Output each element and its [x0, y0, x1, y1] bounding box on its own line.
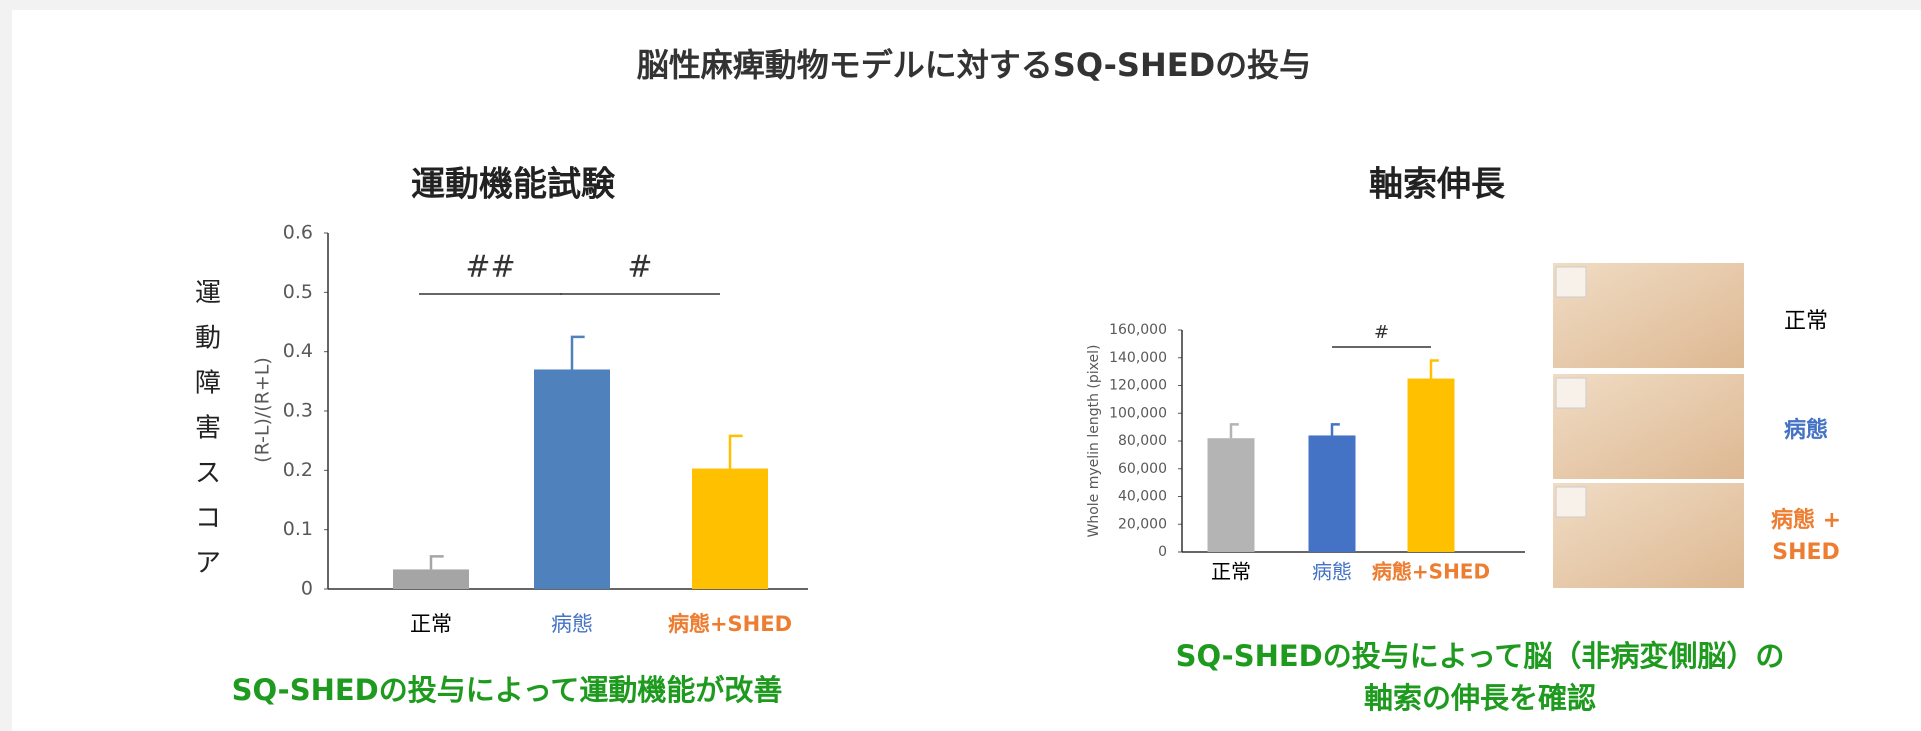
- error-bar: [1330, 423, 1340, 436]
- y-tick-label: 0.2: [283, 459, 313, 481]
- error-bar: [570, 335, 585, 370]
- y-axis-label: Whole myelin length (pixel): [1086, 344, 1102, 537]
- bar: [1308, 435, 1356, 552]
- significance-mark: #: [627, 250, 652, 285]
- error-bar: [429, 555, 444, 570]
- y-tick-label: 0.5: [283, 281, 313, 303]
- bar: [692, 468, 768, 589]
- image-label: SHED: [1772, 540, 1840, 565]
- y-tick-label: 0.4: [283, 340, 313, 362]
- side-label-char: ア: [195, 549, 221, 579]
- side-label-char: コ: [195, 504, 221, 534]
- thumbnail: [1555, 486, 1587, 518]
- y-axis-label: (R-L)/(R+L): [252, 357, 274, 463]
- y-tick-label: 0.6: [283, 222, 313, 244]
- significance-mark: ##: [465, 250, 515, 285]
- bar: [393, 569, 469, 589]
- y-tick-label: 120,000: [1109, 378, 1167, 394]
- y-tick-label: 80,000: [1118, 433, 1167, 449]
- error-bar: [728, 434, 743, 469]
- x-tick-label: 正常: [410, 612, 452, 636]
- caption: SQ-SHEDの投与によって脳（非病変側脳）の: [1176, 639, 1785, 673]
- bar: [534, 369, 610, 589]
- x-tick-label: 病態: [1312, 560, 1352, 584]
- y-tick-label: 0: [301, 578, 313, 600]
- thumbnail: [1555, 377, 1587, 409]
- y-tick-label: 20,000: [1118, 516, 1167, 532]
- bar: [1207, 438, 1255, 552]
- y-tick-label: 100,000: [1109, 405, 1167, 421]
- image-label: 病態: [1784, 417, 1828, 443]
- y-tick-label: 0: [1158, 544, 1167, 560]
- error-bar: [1429, 359, 1439, 379]
- x-tick-label: 病態: [551, 612, 593, 636]
- x-tick-label: 病態+SHED: [668, 612, 792, 636]
- page-title: 脳性麻痺動物モデルに対するSQ-SHEDの投与: [637, 46, 1311, 84]
- y-tick-label: 0.3: [283, 400, 313, 422]
- x-tick-label: 病態+SHED: [1372, 560, 1490, 584]
- caption: 軸索の伸長を確認: [1364, 681, 1596, 715]
- error-bar: [1229, 423, 1239, 439]
- y-tick-label: 0.1: [283, 518, 313, 540]
- side-label-char: 害: [195, 414, 221, 444]
- bar: [1407, 378, 1455, 552]
- panel: [12, 10, 1921, 731]
- x-tick-label: 正常: [1211, 560, 1251, 584]
- image-label: 病態 +: [1771, 507, 1841, 533]
- side-label-char: ス: [195, 459, 221, 489]
- side-label-char: 動: [195, 324, 221, 354]
- chart-title: 軸索伸長: [1369, 165, 1506, 205]
- caption: SQ-SHEDの投与によって運動機能が改善: [232, 673, 783, 707]
- image-label: 正常: [1784, 309, 1828, 334]
- side-label-char: 運: [195, 279, 221, 309]
- y-tick-label: 160,000: [1109, 322, 1167, 338]
- side-label-char: 障: [195, 369, 221, 399]
- thumbnail: [1555, 266, 1587, 298]
- y-tick-label: 60,000: [1118, 461, 1167, 477]
- chart-title: 運動機能試験: [411, 165, 616, 205]
- y-tick-label: 140,000: [1109, 350, 1167, 366]
- significance-mark: #: [1374, 322, 1389, 343]
- y-tick-label: 40,000: [1118, 489, 1167, 505]
